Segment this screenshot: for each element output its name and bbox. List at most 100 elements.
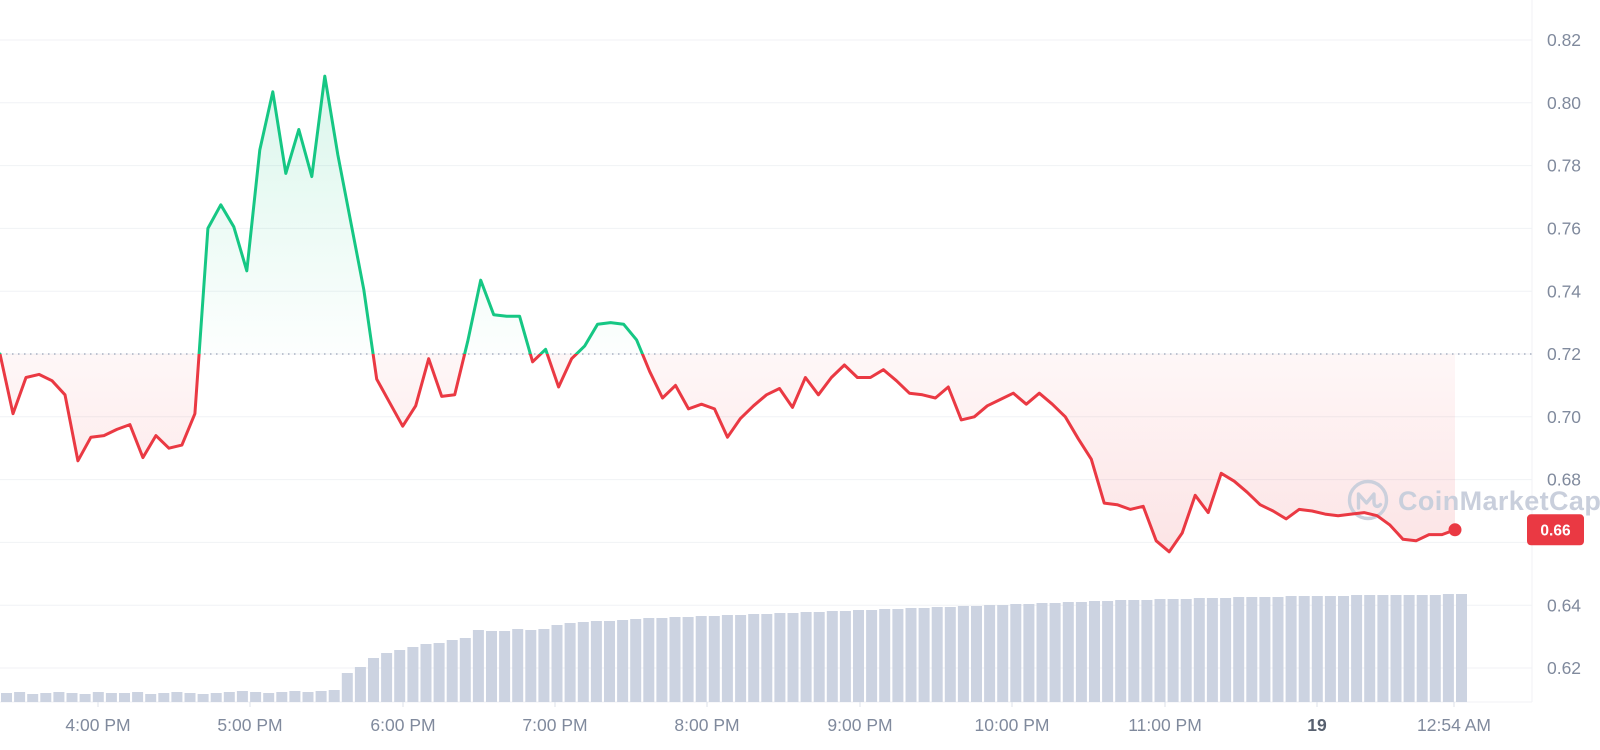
volume-bar [368,658,379,702]
volume-bar [1062,602,1074,702]
x-axis-label: 5:00 PM [217,715,282,735]
area-fill-above [0,76,1455,354]
volume-bar [892,609,904,702]
y-axis-label: 0.64 [1547,595,1581,615]
y-axis-label: 0.62 [1547,658,1581,678]
volume-bar [918,608,930,702]
volume-bar [525,630,537,702]
area-fills [0,76,1455,552]
y-axis-label: 0.80 [1547,93,1581,113]
volume-bar [787,613,799,702]
volume-bar [1429,595,1441,702]
volume-bar [328,690,340,702]
y-axis-label: 0.74 [1547,281,1581,301]
volume-bar [210,693,222,702]
volume-bar [669,617,681,702]
volume-bar [446,640,458,702]
volume-bar [499,631,511,702]
volume-bar [761,614,773,702]
volume-bar [407,647,419,702]
x-axis-label: 9:00 PM [827,715,892,735]
volume-bar [1442,594,1454,702]
volume-bar [826,611,838,702]
volume-bar [92,692,104,702]
volume-bar [1193,598,1205,702]
volume-bar [158,693,170,702]
y-axis-label: 0.68 [1547,470,1581,490]
volume-bar [604,621,615,702]
volume-bar [748,614,760,702]
current-price-value: 0.66 [1540,522,1571,539]
x-axis-label: 4:00 PM [65,715,130,735]
x-axis-label: 10:00 PM [975,715,1050,735]
y-axis-label: 0.76 [1547,219,1581,239]
volume-bar [708,616,720,702]
volume-bar [381,653,393,702]
current-price-badge: 0.66 [1527,514,1584,546]
volume-bar [171,692,183,702]
volume-bar [1049,603,1061,702]
volume-bar [1456,594,1467,702]
x-axis-label: 19 [1307,715,1327,735]
volume-bars [1,594,1467,702]
volume-bar [839,611,851,702]
volume-bar [551,625,563,702]
volume-bar [79,694,91,702]
volume-bar [1115,600,1127,702]
volume-bar [105,693,117,702]
volume-bar [931,607,943,702]
volume-bar [27,694,39,702]
volume-bar [1141,600,1153,702]
volume-bar [905,608,917,702]
volume-bar [984,605,996,702]
volume-bar [617,620,629,702]
volume-bar [276,692,288,702]
volume-bar [538,629,550,702]
volume-bar [866,610,878,702]
area-fill-below [0,354,1455,552]
volume-bar [1154,599,1166,702]
volume-bar [695,616,707,702]
volume-bar [1403,595,1415,702]
volume-bar [590,621,602,702]
price-line-down [0,354,1457,554]
volume-bar [14,692,26,702]
volume-bar [1324,596,1336,702]
volume-bar [472,630,484,702]
volume-bar [682,617,694,702]
volume-bar [577,622,589,702]
volume-bar [145,694,157,702]
volume-bar [341,673,353,702]
volume-bar [433,643,445,702]
volume-bar [1364,595,1376,702]
volume-bar [800,612,812,702]
volume-bar [1128,600,1140,702]
volume-bar [1285,596,1297,702]
volume-bar [1010,604,1022,702]
volume-bar [1351,595,1363,702]
volume-bar [971,606,982,702]
volume-bar [1377,595,1389,702]
volume-bar [1246,597,1258,702]
volume-bar [564,623,576,702]
volume-bar [1167,599,1179,702]
watermark-text: CoinMarketCap [1398,486,1600,516]
volume-bar [630,619,642,702]
volume-bar [289,691,301,702]
volume-bar [643,618,655,702]
volume-bar [735,615,747,702]
axes: 0.82 0.80 0.78 0.76 0.74 0.72 0.70 0.68 0.64 0.62… [65,30,1581,735]
volume-bar [53,692,65,702]
volume-bar [1102,601,1114,702]
x-axis-label: 8:00 PM [674,715,739,735]
y-axis-label: 0.70 [1547,407,1581,427]
y-axis-label: 0.82 [1547,30,1581,50]
x-axis-label: 7:00 PM [522,715,587,735]
volume-bar [1089,601,1100,702]
x-axis-label: 6:00 PM [370,715,435,735]
volume-bar [236,691,248,702]
chart-plot-area[interactable] [0,0,1532,702]
x-axis-label: 12:54 AM [1417,715,1491,735]
volume-bar [1311,596,1323,702]
